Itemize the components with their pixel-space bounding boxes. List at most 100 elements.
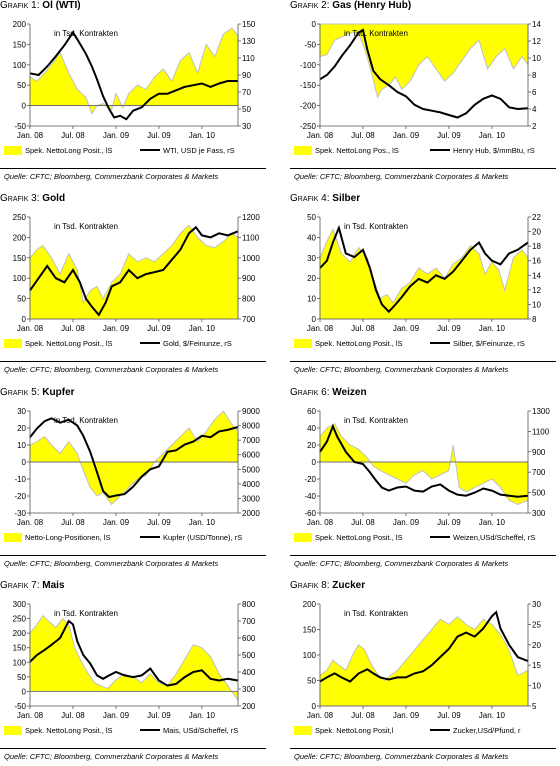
chart-title: Grafik 4: Silber (290, 193, 360, 204)
right-tick-label: 30 (532, 600, 541, 609)
left-tick-label: 150 (303, 626, 317, 635)
chart-label: Grafik 4: (290, 193, 330, 204)
right-tick-label: 8000 (242, 422, 260, 431)
chart-svg: -50 0 50 100 150 200 30 50 70 90 110 130 150 Jan. 08 J… (4, 20, 256, 155)
right-tick-label: 10 (532, 300, 541, 309)
series-area (319, 23, 529, 99)
chart-title-text: Weizen (329, 387, 367, 398)
chart-svg: -30 -20 -10 0 10 20 30 2000 3000 4000 5000 6000 7000… (4, 407, 260, 542)
series-area (319, 616, 529, 707)
left-tick-label: 20 (17, 424, 26, 433)
right-tick-label: 600 (242, 634, 256, 643)
right-tick-label: 130 (242, 37, 256, 46)
chart-title-text: Mais (39, 580, 65, 591)
left-tick-label: -50 (304, 40, 316, 49)
series-line (29, 225, 239, 317)
series-line (319, 423, 529, 498)
chart-label: Grafik 6: (290, 387, 330, 398)
chart-title-text: Gas (Henry Hub) (329, 0, 412, 11)
source-note: Quelle: CFTC; Bloomberg, Commerzbank Cor… (4, 365, 219, 374)
x-tick-label: Jan. 10 (479, 711, 506, 720)
right-tick-label: 400 (242, 668, 256, 677)
left-tick-label: -10 (14, 475, 26, 484)
right-tick-label: 300 (242, 685, 256, 694)
right-tick-label: 12 (532, 286, 541, 295)
left-tick-label: -30 (14, 509, 26, 518)
chart-svg: 0 50 100 150 200 250 700 800 900 1000 1100 1200 Jan.… (4, 213, 260, 348)
right-tick-label: 700 (242, 617, 256, 626)
x-tick-label: Jul. 09 (147, 711, 171, 720)
left-tick-label: -250 (300, 122, 317, 131)
left-tick-label: 200 (303, 600, 317, 609)
right-tick-label: 50 (242, 105, 251, 114)
right-tick-label: 2 (532, 122, 537, 131)
chart-panel-6: Grafik 6: Weizen -60 -40 -20 0 20 40 60 300 500 70… (290, 387, 556, 572)
legend-area-swatch (294, 726, 312, 735)
left-tick-label: 300 (13, 600, 27, 609)
chart-label: Grafik 8: (290, 580, 330, 591)
left-tick-label: 50 (307, 677, 316, 686)
left-tick-label: 10 (17, 441, 26, 450)
legend-area-label: Spek. NettoLong Posit,l (315, 726, 394, 735)
chart-label: Grafik 7: (0, 580, 40, 591)
left-tick-label: 40 (307, 424, 316, 433)
x-tick-label: Jan. 10 (189, 518, 216, 527)
chart-title-text: Silber (329, 193, 361, 204)
chart-title-text: Öl (WTI) (39, 0, 81, 11)
right-tick-label: 4000 (242, 480, 260, 489)
x-tick-label: Jul. 08 (351, 324, 375, 333)
chart-annotation: in Tsd. Kontrakten (54, 609, 118, 618)
left-tick-label: -200 (300, 102, 317, 111)
left-tick-label: 100 (13, 658, 27, 667)
left-tick-label: 0 (312, 702, 317, 711)
x-tick-label: Jul. 08 (351, 518, 375, 527)
legend-area-swatch (294, 146, 312, 155)
chart-label: Grafik 5: (0, 387, 40, 398)
right-tick-label: 900 (242, 274, 256, 283)
left-tick-label: 0 (22, 687, 27, 696)
x-tick-label: Jan. 08 (307, 518, 334, 527)
left-tick-label: -40 (304, 492, 316, 501)
source-note: Quelle: CFTC; Bloomberg, Commerzbank Cor… (4, 559, 219, 568)
source-note: Quelle: CFTC; Bloomberg, Commerzbank Cor… (294, 365, 509, 374)
right-tick-label: 900 (532, 448, 546, 457)
series-area (319, 227, 529, 320)
x-tick-label: Jan. 08 (17, 711, 44, 720)
left-tick-label: 20 (307, 441, 316, 450)
left-tick-label: 0 (312, 20, 317, 29)
right-tick-label: 8 (532, 71, 537, 80)
left-tick-label: 0 (22, 102, 27, 111)
left-tick-label: -20 (14, 492, 26, 501)
left-tick-label: 60 (307, 407, 316, 416)
right-tick-label: 110 (242, 54, 255, 63)
right-tick-label: 8 (532, 315, 537, 324)
left-tick-label: 50 (17, 81, 26, 90)
x-tick-label: Jul. 08 (61, 324, 85, 333)
chart-svg: -60 -40 -20 0 20 40 60 300 500 700 900 1100 1300 Jan.… (294, 407, 550, 542)
legend-area-label: Spek. NettoLong Posit., lS (25, 726, 113, 735)
left-tick-label: 0 (22, 315, 27, 324)
series-line (319, 610, 529, 683)
x-tick-label: Jan. 10 (479, 324, 506, 333)
left-tick-label: 100 (13, 61, 27, 70)
right-tick-label: 700 (242, 315, 256, 324)
chart-title: Grafik 6: Weizen (290, 387, 367, 398)
left-tick-label: 0 (312, 458, 317, 467)
source-separator (290, 555, 556, 556)
legend-line-label: WTI, USD je Fass, rS (163, 146, 235, 155)
left-tick-label: 40 (307, 233, 316, 242)
left-tick-label: 150 (13, 644, 27, 653)
left-tick-label: -50 (14, 122, 26, 131)
chart-annotation: in Tsd. Kontrakten (344, 416, 408, 425)
chart-panel-4: Grafik 4: Silber 0 10 20 30 40 50 8 10 12 14 16 18 20… (290, 193, 556, 378)
right-tick-label: 1200 (242, 213, 260, 222)
series-line (29, 619, 239, 687)
legend-area-label: Spek. NettoLong Pos., lS (315, 146, 399, 155)
series-area (319, 423, 529, 506)
right-tick-label: 9000 (242, 407, 260, 416)
chart-svg: 0 10 20 30 40 50 8 10 12 14 16 18 20 22 Jan. 08 Jul. 08… (294, 213, 541, 348)
chart-label: Grafik 2: (290, 0, 330, 11)
right-tick-label: 16 (532, 257, 541, 266)
x-tick-label: Jul. 09 (437, 131, 461, 140)
series-line (319, 224, 529, 314)
